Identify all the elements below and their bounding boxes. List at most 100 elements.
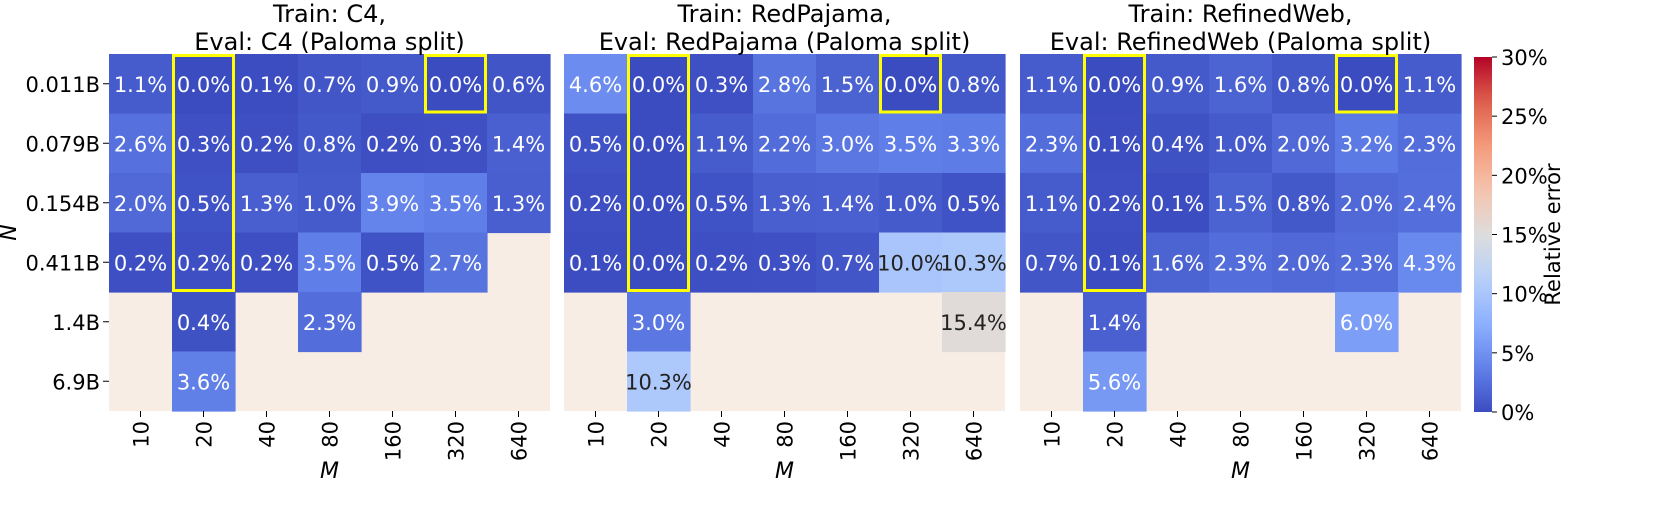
x-axis-label: M — [1231, 459, 1250, 484]
colorbar-tick-label: 15% — [1501, 224, 1548, 248]
cell-value-label: 0.0% — [429, 73, 482, 97]
cell-value-label: 0.2% — [114, 251, 167, 275]
heatmap-cell — [564, 113, 628, 174]
heatmap-cell — [109, 54, 173, 115]
cell-value-label: 2.2% — [758, 132, 811, 156]
cell-value-label: 0.0% — [632, 73, 685, 97]
heatmap-cell — [172, 173, 236, 234]
cell-value-label: 1.4% — [492, 132, 545, 156]
heatmap-cell — [1209, 113, 1273, 174]
heatmap-cell — [942, 113, 1006, 174]
heatmap-cell — [1335, 232, 1399, 293]
heatmap-cell — [424, 113, 488, 174]
heatmap-cell — [942, 54, 1006, 115]
heatmap-cell — [1398, 54, 1462, 115]
highlight-box — [172, 54, 235, 292]
heatmap-cell — [942, 292, 1006, 353]
highlight-box — [424, 54, 487, 114]
heatmap-cell — [361, 173, 425, 234]
heatmap-cell — [1083, 173, 1147, 234]
heatmap-cell — [235, 113, 299, 174]
x-tick-label: 10 — [585, 421, 609, 448]
cell-value-label: 2.3% — [1214, 251, 1267, 275]
cell-value-label: 4.3% — [1403, 251, 1456, 275]
x-tick-label: 320 — [445, 421, 469, 461]
cell-value-label: 0.3% — [758, 251, 811, 275]
heatmap-cell — [1272, 54, 1336, 115]
cell-value-label: 1.1% — [695, 132, 748, 156]
cell-value-label: 0.5% — [569, 132, 622, 156]
heatmap-cell — [1083, 351, 1147, 412]
x-tick-label: 640 — [963, 421, 987, 461]
cell-value-label: 0.2% — [366, 132, 419, 156]
x-tick-label: 80 — [774, 421, 798, 448]
heatmap-cell — [879, 173, 943, 234]
cell-value-label: 1.5% — [821, 73, 874, 97]
cell-value-label: 0.1% — [240, 73, 293, 97]
heatmap-cell — [1020, 54, 1084, 115]
cell-value-label: 1.3% — [240, 192, 293, 216]
heatmap-cell — [1146, 173, 1210, 234]
heatmap-cell — [172, 113, 236, 174]
heatmap-cell — [298, 232, 362, 293]
cell-value-label: 1.4% — [1088, 311, 1141, 335]
cell-value-label: 2.7% — [429, 251, 482, 275]
heatmap-cell — [298, 54, 362, 115]
cell-value-label: 2.0% — [1340, 192, 1393, 216]
cell-value-label: 0.2% — [177, 251, 230, 275]
cell-value-label: 2.3% — [1403, 132, 1456, 156]
heatmap-cell — [424, 173, 488, 234]
heatmap-cell — [487, 54, 551, 115]
highlight-box — [627, 54, 690, 292]
heatmap-cell — [690, 54, 754, 115]
heatmap-cell — [172, 292, 236, 353]
heatmap-cell — [564, 232, 628, 293]
heatmap-cell — [1335, 113, 1399, 174]
heatmap-cell — [816, 54, 880, 115]
cell-value-label: 0.3% — [429, 132, 482, 156]
x-axis-label: M — [320, 459, 339, 484]
cell-value-label: 0.0% — [1088, 73, 1141, 97]
heatmap-cell — [627, 232, 691, 293]
cell-value-label: 0.3% — [177, 132, 230, 156]
heatmap-cell — [753, 113, 817, 174]
heatmap-cell — [172, 351, 236, 412]
heatmap-cell — [879, 113, 943, 174]
heatmap-cell — [627, 351, 691, 412]
heatmap-cell — [1146, 232, 1210, 293]
y-tick-label: 0.011B — [25, 73, 100, 97]
heatmap-cell — [1083, 292, 1147, 353]
cell-value-label: 0.5% — [177, 192, 230, 216]
cell-value-label: 0.9% — [1151, 73, 1204, 97]
x-tick-label: 640 — [1419, 421, 1443, 461]
heatmap-cell — [753, 232, 817, 293]
heatmap-cell — [1335, 292, 1399, 353]
cell-value-label: 0.1% — [1088, 132, 1141, 156]
heatmap-cell — [109, 232, 173, 293]
panel-title-line2: Eval: RefinedWeb (Paloma split) — [1050, 28, 1431, 56]
cell-value-label: 3.2% — [1340, 132, 1393, 156]
cell-value-label: 1.0% — [303, 192, 356, 216]
cell-value-label: 2.0% — [1277, 132, 1330, 156]
heatmap-cell — [361, 113, 425, 174]
cell-value-label: 5.6% — [1088, 370, 1141, 394]
panel-title-line2: Eval: C4 (Paloma split) — [194, 28, 465, 56]
cell-value-label: 0.5% — [695, 192, 748, 216]
cell-value-label: 0.7% — [303, 73, 356, 97]
heatmap-cell — [1272, 232, 1336, 293]
cell-value-label: 0.2% — [240, 251, 293, 275]
cell-value-label: 3.5% — [303, 251, 356, 275]
heatmap-cell — [942, 173, 1006, 234]
highlight-box — [1083, 54, 1146, 292]
heatmap-cell — [1272, 173, 1336, 234]
heatmap-cell — [627, 173, 691, 234]
x-tick-label: 10 — [130, 421, 154, 448]
heatmap-cell — [1020, 173, 1084, 234]
cell-value-label: 0.2% — [1088, 192, 1141, 216]
heatmap-cell — [1335, 54, 1399, 115]
heatmap-cell — [816, 113, 880, 174]
cell-value-label: 1.1% — [1025, 73, 1078, 97]
cell-value-label: 0.2% — [695, 251, 748, 275]
heatmap-cell — [1209, 54, 1273, 115]
cell-value-label: 10.0% — [877, 251, 944, 275]
